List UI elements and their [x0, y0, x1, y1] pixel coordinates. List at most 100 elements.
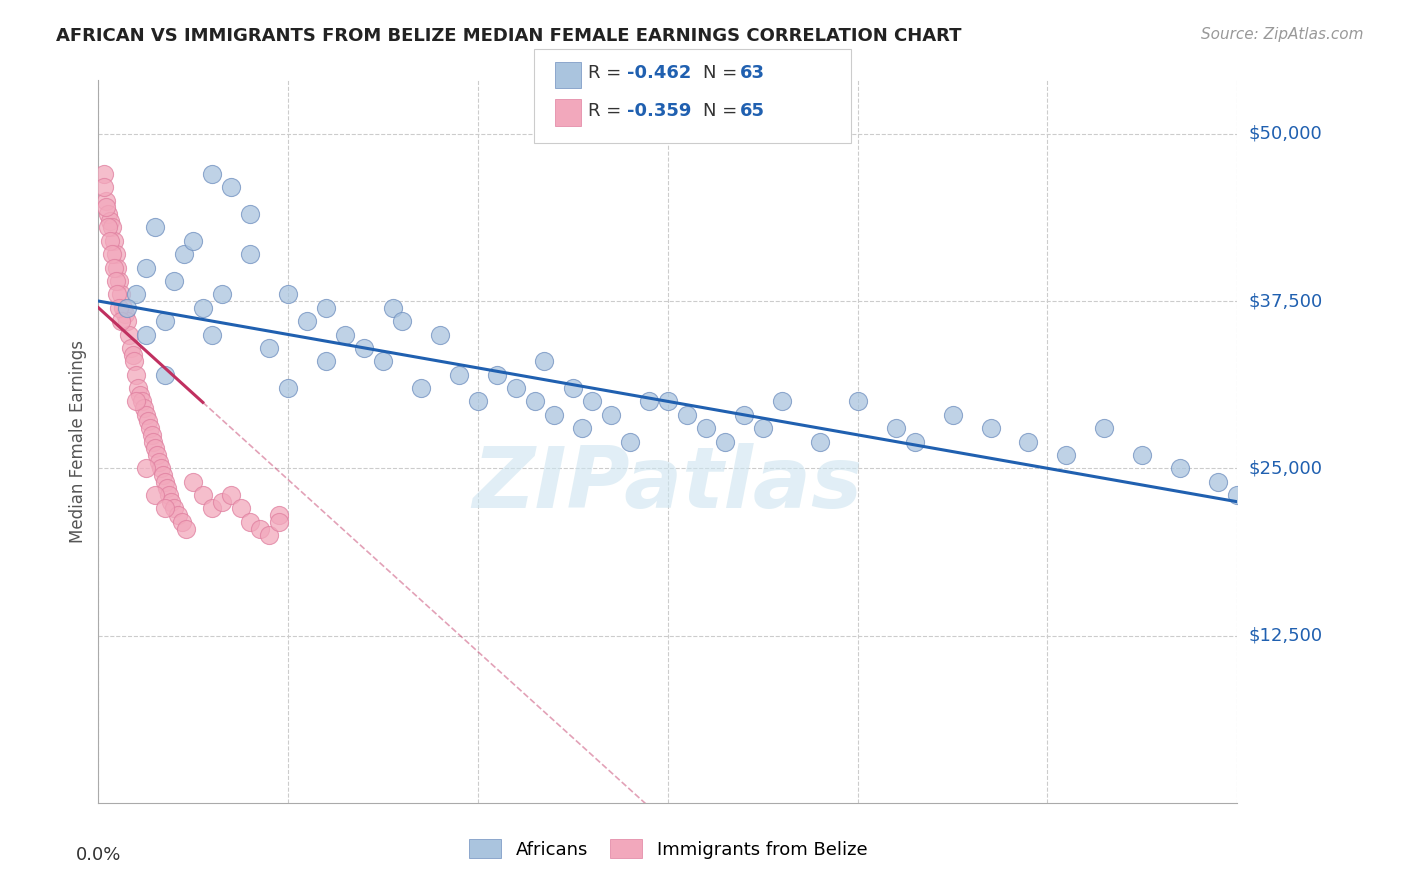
Point [600, 408, 623, 422]
Point [277, 381, 299, 395]
Point [449, 368, 471, 382]
Point [571, 421, 593, 435]
Point [132, 401, 155, 416]
Point [191, 488, 214, 502]
Point [657, 394, 679, 409]
Legend: Africans, Immigrants from Belize: Africans, Immigrants from Belize [461, 832, 875, 866]
Point [125, 287, 148, 301]
Point [229, 501, 252, 516]
Point [121, 348, 143, 362]
Point [249, 521, 271, 535]
Point [157, 488, 180, 502]
Point [125, 368, 148, 382]
Point [145, 488, 167, 502]
Point [267, 515, 290, 529]
Point [562, 381, 585, 395]
Point [315, 301, 337, 315]
Point [170, 515, 193, 529]
Point [714, 434, 737, 449]
Point [156, 482, 179, 496]
Point [97, 207, 120, 221]
Point [524, 394, 547, 409]
Point [94, 201, 117, 215]
Point [97, 220, 120, 235]
Point [107, 287, 129, 301]
Point [315, 354, 337, 368]
Point [129, 387, 152, 401]
Point [183, 234, 205, 248]
Point [100, 220, 122, 235]
Text: N =: N = [703, 64, 742, 82]
Point [108, 274, 131, 288]
Point [100, 247, 122, 261]
Point [846, 394, 869, 409]
Point [381, 301, 404, 315]
Point [108, 301, 131, 315]
Point [371, 354, 394, 368]
Point [103, 260, 125, 275]
Point [239, 515, 262, 529]
Text: N =: N = [703, 102, 742, 120]
Point [1226, 488, 1249, 502]
Point [112, 301, 135, 315]
Point [148, 454, 170, 469]
Point [211, 494, 233, 508]
Point [174, 521, 197, 535]
Y-axis label: Median Female Earnings: Median Female Earnings [69, 340, 87, 543]
Point [239, 247, 262, 261]
Point [145, 220, 167, 235]
Point [201, 167, 224, 181]
Point [353, 341, 375, 355]
Text: R =: R = [588, 64, 627, 82]
Point [159, 494, 181, 508]
Point [94, 194, 117, 208]
Point [110, 314, 132, 328]
Point [173, 247, 195, 261]
Point [638, 394, 661, 409]
Point [770, 394, 793, 409]
Point [429, 327, 451, 342]
Point [93, 167, 115, 181]
Point [138, 421, 160, 435]
Point [127, 381, 149, 395]
Point [201, 501, 224, 516]
Point [201, 327, 224, 342]
Point [211, 287, 233, 301]
Point [259, 341, 281, 355]
Point [335, 327, 357, 342]
Text: Source: ZipAtlas.com: Source: ZipAtlas.com [1201, 27, 1364, 42]
Point [1094, 421, 1116, 435]
Point [183, 475, 205, 489]
Point [676, 408, 699, 422]
Point [533, 354, 555, 368]
Point [98, 234, 121, 248]
Point [153, 475, 176, 489]
Point [411, 381, 433, 395]
Point [125, 394, 148, 409]
Point [141, 427, 163, 442]
Point [277, 287, 299, 301]
Point [131, 394, 153, 409]
Point [163, 274, 186, 288]
Text: AFRICAN VS IMMIGRANTS FROM BELIZE MEDIAN FEMALE EARNINGS CORRELATION CHART: AFRICAN VS IMMIGRANTS FROM BELIZE MEDIAN… [56, 27, 962, 45]
Point [752, 421, 775, 435]
Text: $50,000: $50,000 [1249, 125, 1322, 143]
Point [103, 234, 125, 248]
Point [145, 441, 167, 455]
Point [486, 368, 509, 382]
Text: R =: R = [588, 102, 627, 120]
Text: -0.359: -0.359 [627, 102, 692, 120]
Text: 63: 63 [740, 64, 765, 82]
Point [120, 341, 142, 355]
Point [505, 381, 527, 395]
Point [110, 287, 132, 301]
Point [104, 274, 127, 288]
Point [543, 408, 565, 422]
Point [1056, 448, 1078, 462]
Text: -0.462: -0.462 [627, 64, 692, 82]
Point [107, 260, 129, 275]
Point [267, 508, 290, 523]
Point [152, 467, 174, 482]
Point [297, 314, 319, 328]
Point [146, 448, 169, 462]
